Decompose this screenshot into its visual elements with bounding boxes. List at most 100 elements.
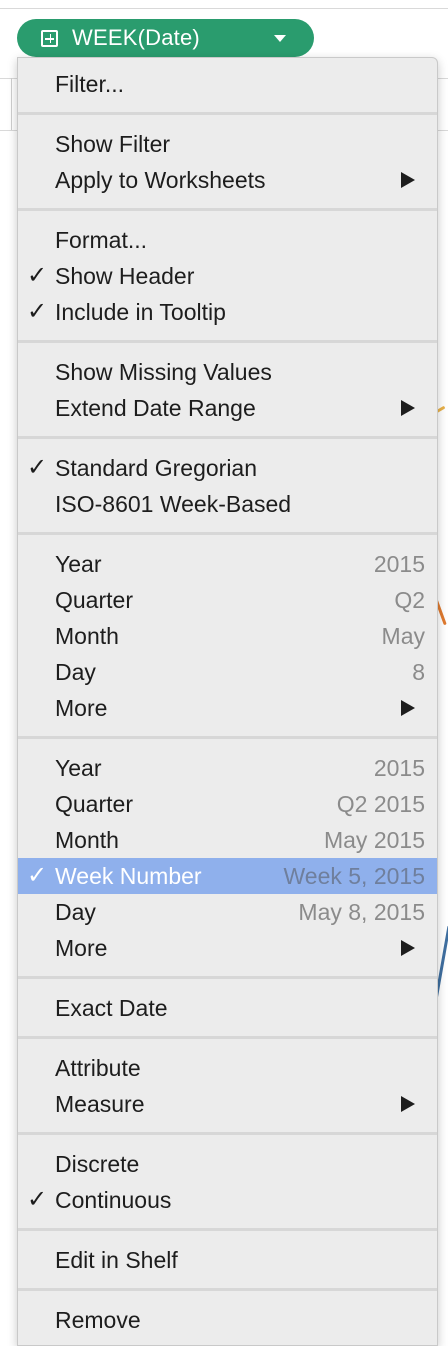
menu-item-show-filter[interactable]: Show Filter (18, 126, 437, 162)
menu-item-apply-to-worksheets[interactable]: Apply to Worksheets (18, 162, 437, 198)
pill-context-menu: Filter... Show Filter Apply to Worksheets F… (17, 57, 438, 1346)
menu-item-label: Exact Date (55, 994, 168, 1021)
menu-separator (18, 1218, 437, 1242)
menu-group: Exact Date (18, 990, 437, 1026)
menu-item-exact-date[interactable]: Exact Date (18, 990, 437, 1026)
week-date-pill[interactable]: WEEK(Date) (17, 19, 314, 57)
menu-item-label: Format... (55, 226, 148, 253)
menu-item-value: May 8, 2015 (298, 898, 425, 925)
checkmark-icon: ✓ (26, 454, 48, 481)
menu-separator (18, 1026, 437, 1050)
menu-item-label: Quarter (55, 586, 133, 613)
menu-group: ✓ Standard Gregorian ISO-8601 Week-Based (18, 450, 437, 522)
menu-item-label: Month (55, 622, 119, 649)
menu-item-value: Week 5, 2015 (283, 862, 425, 889)
menu-item-show-header[interactable]: ✓ Show Header (18, 258, 437, 294)
menu-item-label: More (55, 934, 108, 961)
menu-group: Show Missing Values Extend Date Range (18, 354, 437, 426)
menu-item-standard-gregorian[interactable]: ✓ Standard Gregorian (18, 450, 437, 486)
submenu-arrow-icon (401, 700, 415, 716)
menu-item-label: Show Header (55, 262, 195, 289)
chevron-down-icon[interactable] (274, 35, 286, 42)
menu-item-label: Week Number (55, 862, 202, 889)
menu-item-value: May (381, 622, 425, 649)
menu-item-label: Apply to Worksheets (55, 166, 266, 193)
plus-square-icon (41, 29, 58, 47)
menu-item-day[interactable]: Day 8 (18, 654, 437, 690)
menu-separator (18, 330, 437, 354)
submenu-arrow-icon (401, 172, 415, 188)
pill-label: WEEK(Date) (72, 25, 200, 50)
menu-item-label: Filter... (55, 70, 125, 97)
menu-item-remove[interactable]: Remove (18, 1302, 437, 1338)
menu-item-label: ISO-8601 Week-Based (55, 490, 292, 517)
menu-group: Show Filter Apply to Worksheets (18, 126, 437, 198)
menu-item-label: Remove (55, 1306, 141, 1333)
menu-item-label: Measure (55, 1090, 145, 1117)
checkmark-icon: ✓ (26, 262, 48, 289)
checkmark-icon: ✓ (26, 862, 48, 889)
menu-item-edit-in-shelf[interactable]: Edit in Shelf (18, 1242, 437, 1278)
menu-item-label: Include in Tooltip (55, 298, 226, 325)
submenu-arrow-icon (401, 1096, 415, 1112)
menu-item-label: Standard Gregorian (55, 454, 258, 481)
menu-separator (18, 966, 437, 990)
menu-item-label: Show Filter (55, 130, 171, 157)
menu-item-measure[interactable]: Measure (18, 1086, 437, 1122)
menu-item-year[interactable]: Year 2015 (18, 546, 437, 582)
menu-item-more[interactable]: More (18, 690, 437, 726)
menu-item-month[interactable]: Month May 2015 (18, 822, 437, 858)
menu-item-label: Attribute (55, 1054, 141, 1081)
menu-group: Edit in Shelf (18, 1242, 437, 1278)
menu-item-include-in-tooltip[interactable]: ✓ Include in Tooltip (18, 294, 437, 330)
menu-group: Remove (18, 1302, 437, 1338)
menu-item-label: Month (55, 826, 119, 853)
menu-item-label: Year (55, 550, 102, 577)
menu-item-attribute[interactable]: Attribute (18, 1050, 437, 1086)
menu-item-label: Discrete (55, 1150, 140, 1177)
menu-item-value: 2015 (373, 550, 425, 577)
menu-item-label: Show Missing Values (55, 358, 272, 385)
menu-separator (18, 726, 437, 750)
menu-item-quarter[interactable]: Quarter Q2 (18, 582, 437, 618)
menu-separator (18, 1278, 437, 1302)
menu-item-continuous[interactable]: ✓ Continuous (18, 1182, 437, 1218)
menu-item-label: Edit in Shelf (55, 1246, 178, 1273)
menu-item-label: Extend Date Range (55, 394, 256, 421)
menu-group: Year 2015 Quarter Q2 Month May Day 8 More (18, 546, 437, 726)
menu-item-label: Quarter (55, 790, 133, 817)
menu-item-iso-8601-week-based[interactable]: ISO-8601 Week-Based (18, 486, 437, 522)
menu-group: Format... ✓ Show Header ✓ Include in Tooltip (18, 222, 437, 330)
menu-group: Filter... (18, 66, 437, 102)
menu-item-extend-date-range[interactable]: Extend Date Range (18, 390, 437, 426)
menu-item-discrete[interactable]: Discrete (18, 1146, 437, 1182)
menu-separator (18, 522, 437, 546)
shelf-divider (0, 8, 448, 9)
menu-group: Year 2015 Quarter Q2 2015 Month May 2015 ✓ Week… (18, 750, 437, 966)
menu-item-label: Day (55, 658, 96, 685)
menu-separator (18, 426, 437, 450)
menu-item-year[interactable]: Year 2015 (18, 750, 437, 786)
menu-item-value: 2015 (373, 754, 425, 781)
checkmark-icon: ✓ (26, 298, 48, 325)
menu-separator (18, 102, 437, 126)
menu-item-value: 8 (412, 658, 425, 685)
menu-group: Attribute Measure (18, 1050, 437, 1122)
menu-item-day[interactable]: Day May 8, 2015 (18, 894, 437, 930)
menu-item-quarter[interactable]: Quarter Q2 2015 (18, 786, 437, 822)
menu-item-value: Q2 2015 (336, 790, 425, 817)
menu-item-format[interactable]: Format... (18, 222, 437, 258)
menu-item-show-missing-values[interactable]: Show Missing Values (18, 354, 437, 390)
menu-item-label: Year (55, 754, 102, 781)
column-divider (11, 78, 12, 130)
menu-item-label: Continuous (55, 1186, 172, 1213)
submenu-arrow-icon (401, 940, 415, 956)
menu-item-week-number[interactable]: ✓ Week Number Week 5, 2015 (18, 858, 437, 894)
menu-item-filter[interactable]: Filter... (18, 66, 437, 102)
menu-item-more[interactable]: More (18, 930, 437, 966)
menu-item-label: More (55, 694, 108, 721)
menu-separator (18, 198, 437, 222)
menu-item-month[interactable]: Month May (18, 618, 437, 654)
menu-item-label: Day (55, 898, 96, 925)
